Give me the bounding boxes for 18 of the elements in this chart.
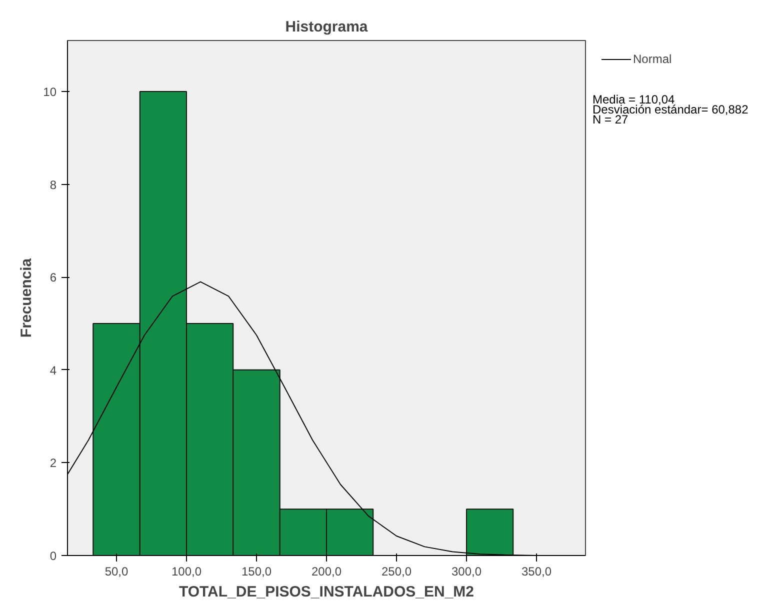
y-axis-title: Frecuencia	[18, 258, 36, 338]
y-tick-label: 2	[50, 456, 57, 470]
x-axis-title: TOTAL_DE_PISOS_INSTALADOS_EN_M2	[178, 584, 474, 600]
x-tick-label: 50,0	[104, 564, 129, 578]
x-tick-label: 250,0	[381, 564, 412, 578]
y-tick-label: 4	[50, 363, 57, 378]
text: N = 27	[592, 112, 629, 127]
y-tick-label: 10	[43, 85, 57, 100]
x-tick-label: 100,0	[171, 564, 202, 578]
x-tick-label: 350,0	[521, 564, 552, 578]
x-tick-label: 150,0	[241, 564, 272, 578]
y-tick-label: 6	[50, 270, 57, 285]
x-tick-label: 300,0	[451, 564, 482, 578]
legend-label: Normal	[633, 52, 672, 66]
x-tick-label: 200,0	[311, 564, 342, 578]
chart-title: Histograma	[285, 18, 368, 36]
y-tick-label: 8	[50, 178, 57, 192]
y-tick-label: 0	[50, 549, 57, 563]
